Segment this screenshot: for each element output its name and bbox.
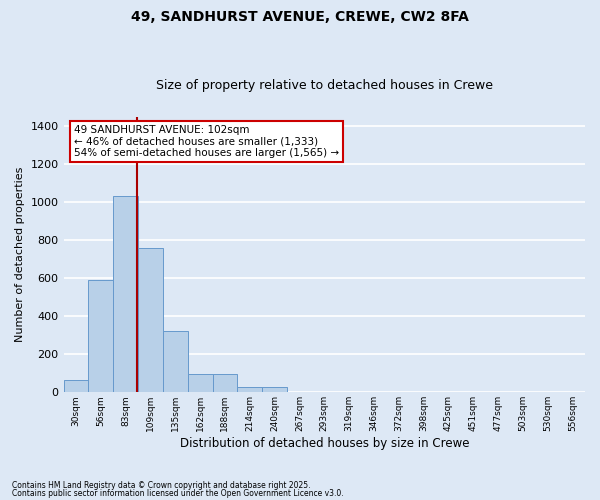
Bar xyxy=(64,380,88,392)
Bar xyxy=(163,332,188,392)
Text: 49 SANDHURST AVENUE: 102sqm
← 46% of detached houses are smaller (1,333)
54% of : 49 SANDHURST AVENUE: 102sqm ← 46% of det… xyxy=(74,125,339,158)
Bar xyxy=(238,386,262,392)
Text: 49, SANDHURST AVENUE, CREWE, CW2 8FA: 49, SANDHURST AVENUE, CREWE, CW2 8FA xyxy=(131,10,469,24)
Bar xyxy=(262,386,287,392)
Y-axis label: Number of detached properties: Number of detached properties xyxy=(15,167,25,342)
Bar xyxy=(138,248,163,392)
Bar xyxy=(113,196,138,392)
Title: Size of property relative to detached houses in Crewe: Size of property relative to detached ho… xyxy=(156,79,493,92)
Bar xyxy=(188,374,212,392)
Bar xyxy=(212,374,238,392)
Text: Contains public sector information licensed under the Open Government Licence v3: Contains public sector information licen… xyxy=(12,488,344,498)
Bar xyxy=(88,280,113,392)
X-axis label: Distribution of detached houses by size in Crewe: Distribution of detached houses by size … xyxy=(179,437,469,450)
Text: Contains HM Land Registry data © Crown copyright and database right 2025.: Contains HM Land Registry data © Crown c… xyxy=(12,481,311,490)
